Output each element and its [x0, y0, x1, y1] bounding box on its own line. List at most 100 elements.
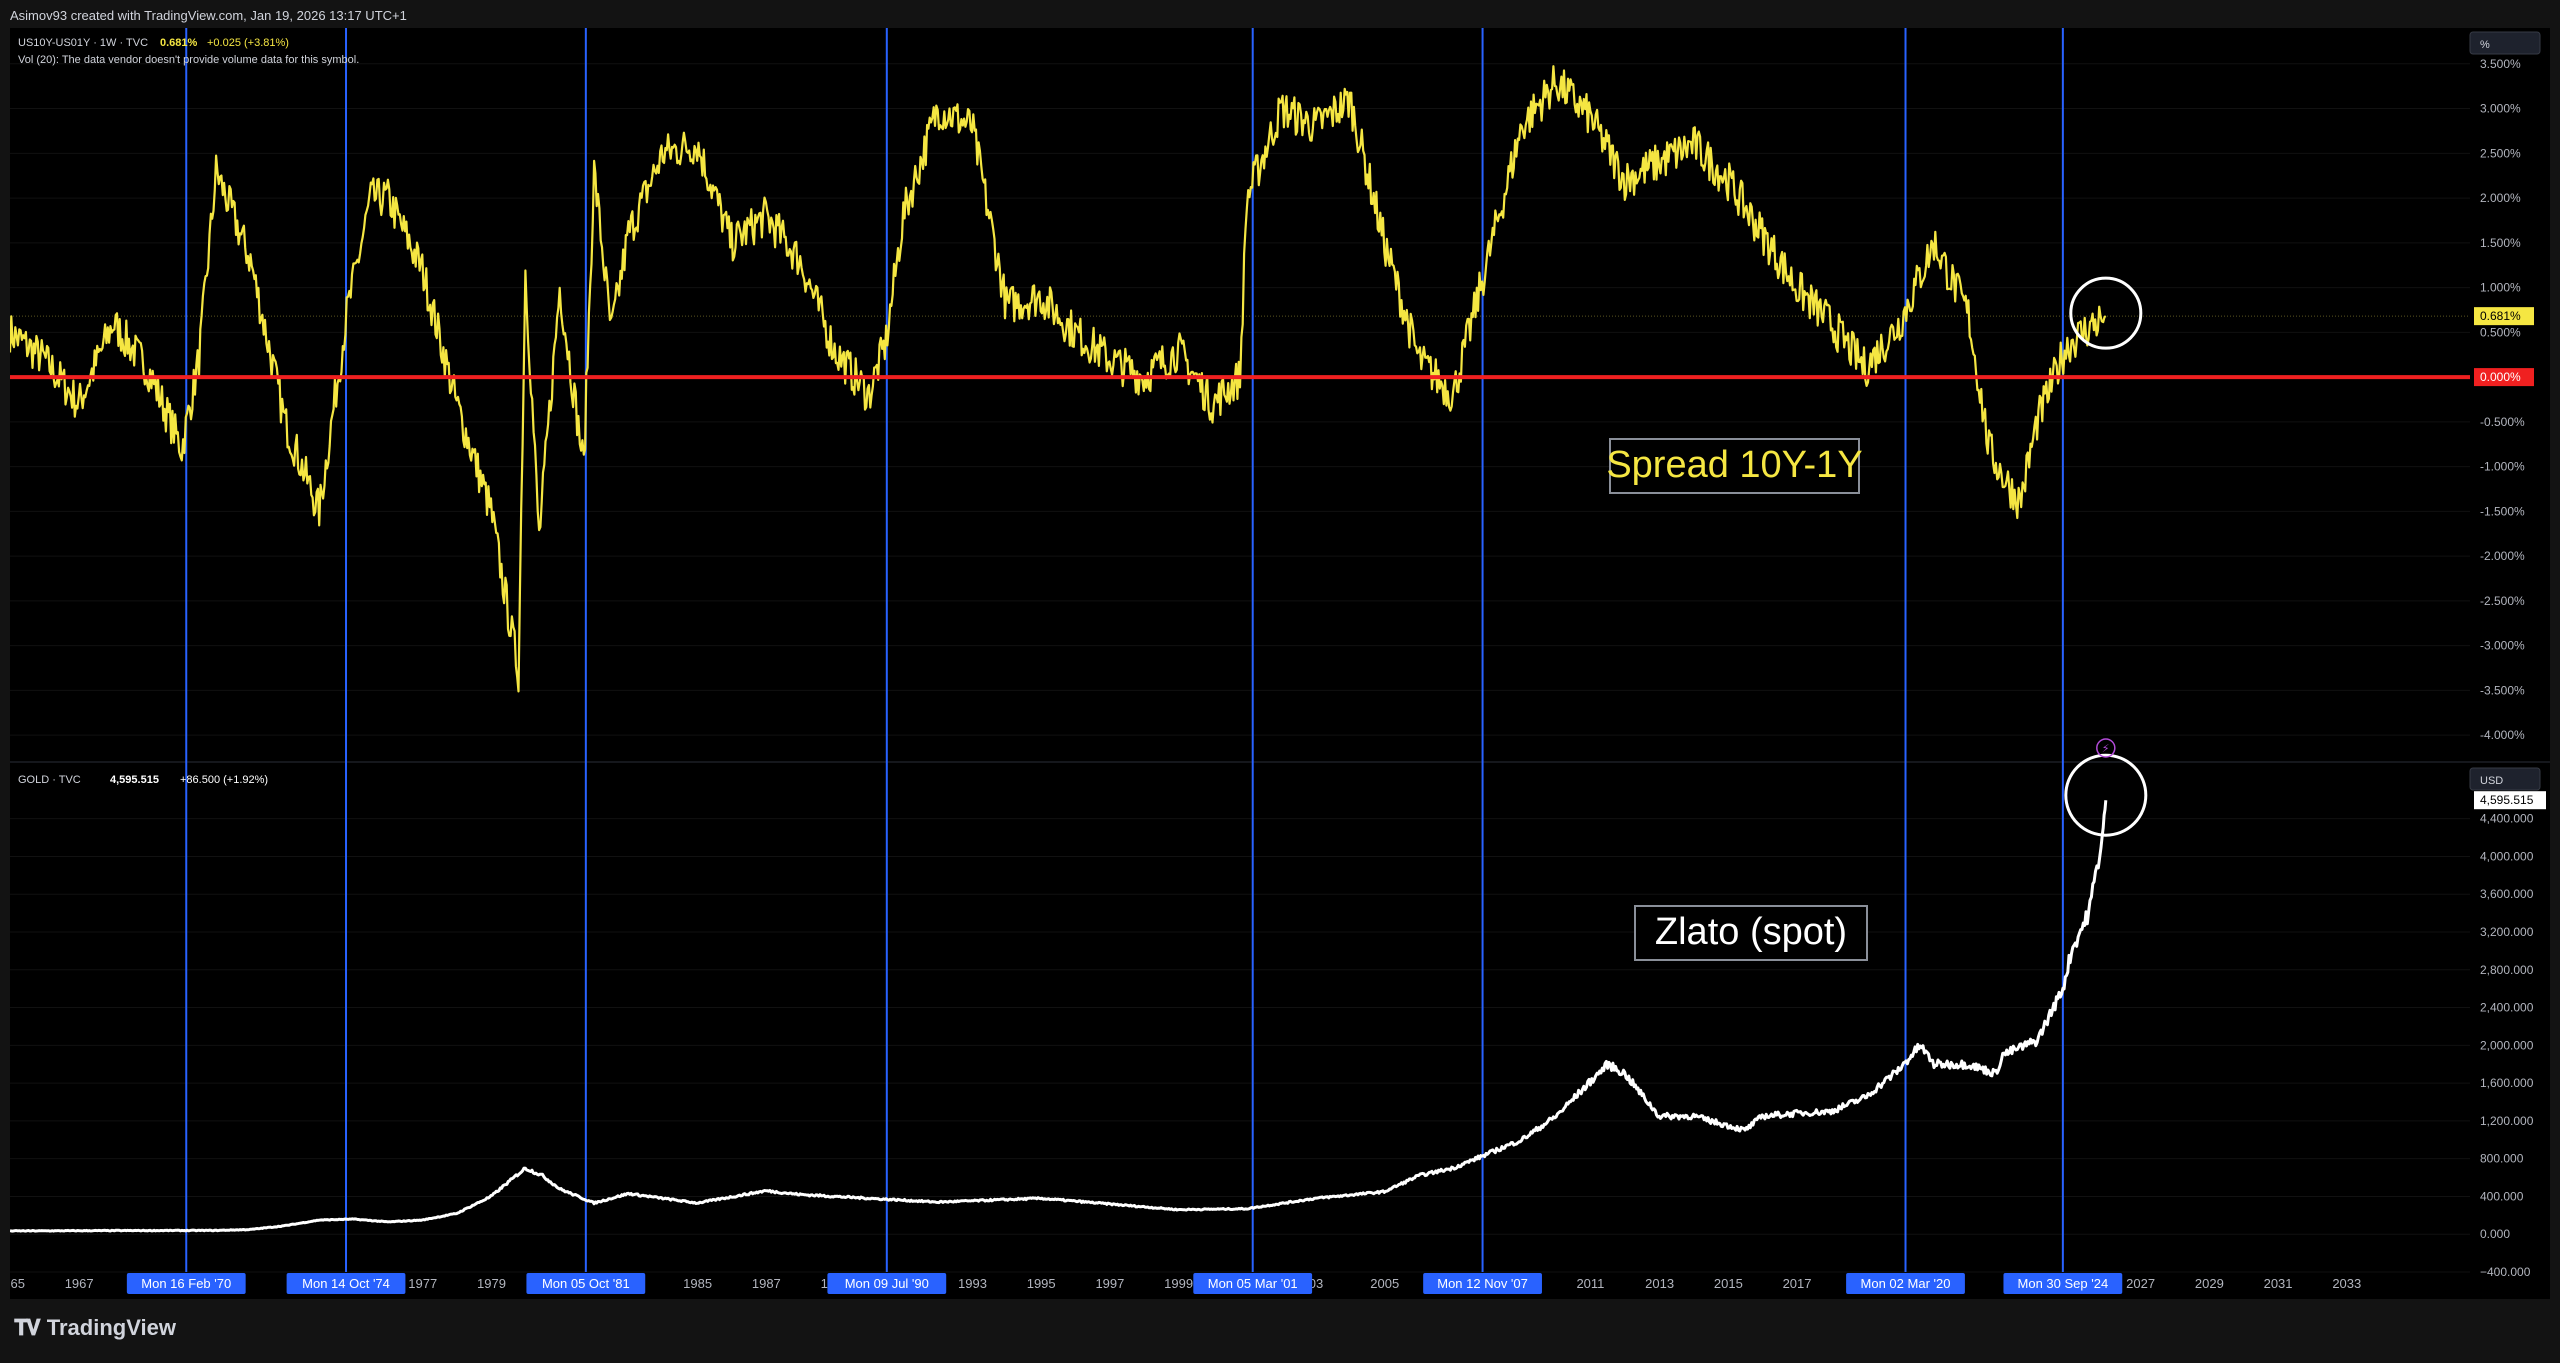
x-tick-label: 1993 — [958, 1276, 987, 1291]
bottom-legend-change: +86.500 (+1.92%) — [180, 774, 268, 786]
series-layer — [10, 65, 2108, 1233]
vertical-markers — [185, 28, 2064, 1272]
date-marker-label: Mon 12 Nov '07 — [1437, 1276, 1528, 1291]
lightning-alert-icon[interactable] — [2096, 738, 2116, 758]
brand-name: TradingView — [46, 1315, 176, 1340]
highlight-circle-gold — [2064, 753, 2148, 837]
x-tick-label: 1979 — [477, 1276, 506, 1291]
y-tick-label-spread: -0.500% — [2480, 415, 2525, 429]
top-legend-value: 0.681% — [160, 37, 198, 49]
tradingview-logo-icon: 𝐓𝐕 — [14, 1315, 41, 1341]
grid-layer — [10, 63, 2470, 1273]
x-tick-label: 1997 — [1095, 1276, 1124, 1291]
date-marker-label: Mon 05 Mar '01 — [1208, 1276, 1298, 1291]
tradingview-logo[interactable]: 𝐓𝐕 TradingView — [14, 1315, 176, 1341]
y-tick-label-spread: -3.500% — [2480, 683, 2525, 697]
y-tick-label-spread: -1.500% — [2480, 504, 2525, 518]
x-tick-label: 2029 — [2195, 1276, 2224, 1291]
y-tick-label-spread: 3.500% — [2480, 57, 2521, 71]
y-tick-label-spread: -2.000% — [2480, 549, 2525, 563]
x-tick-label: 1987 — [752, 1276, 781, 1291]
y-tick-label-gold: 1,600.000 — [2480, 1076, 2534, 1090]
date-marker-badge[interactable] — [2003, 1273, 2123, 1294]
zero-value-label: 0.000% — [2480, 370, 2521, 384]
date-marker-badge[interactable] — [1193, 1273, 1313, 1294]
percent-scale-label: % — [2480, 39, 2490, 51]
y-tick-label-spread: 1.500% — [2480, 236, 2521, 250]
chart-background — [10, 28, 2550, 1299]
chart-frame[interactable]: ⚡ Spread 10Y-1Y Zlato (spot) 3.500% 3.000% 2… — [10, 28, 2550, 1299]
annotation-layer: ⚡ Spread 10Y-1Y Zlato (spot) — [10, 276, 2470, 961]
date-marker-label: Mon 05 Oct '81 — [542, 1276, 630, 1291]
x-tick-label: 2033 — [2332, 1276, 2361, 1291]
y-tick-label-spread: 2.500% — [2480, 146, 2521, 160]
date-marker-badge[interactable] — [526, 1273, 646, 1294]
percent-scale-button[interactable] — [2469, 31, 2541, 55]
chart-svg[interactable]: ⚡ Spread 10Y-1Y Zlato (spot) 3.500% 3.000% 2… — [10, 28, 2550, 1299]
x-tick-label: 1999 — [1164, 1276, 1193, 1291]
gold-annotation-box[interactable] — [1634, 905, 1868, 961]
bottom-legend-symbol[interactable]: GOLD · TVC — [18, 774, 81, 786]
highlight-circle-spread — [2069, 276, 2143, 350]
date-marker-badge[interactable] — [286, 1273, 406, 1294]
date-marker-badge[interactable] — [126, 1273, 246, 1294]
y-tick-label-spread: -4.000% — [2480, 728, 2525, 742]
y-tick-label-spread: -1.000% — [2480, 460, 2525, 474]
date-marker-label: Mon 02 Mar '20 — [1861, 1276, 1951, 1291]
date-marker-badge[interactable] — [1423, 1273, 1542, 1294]
zero-value-badge — [2474, 368, 2534, 387]
date-marker-label: Mon 09 Jul '90 — [845, 1276, 929, 1291]
x-tick-label: 1995 — [1027, 1276, 1056, 1291]
y-tick-label-spread: 0.500% — [2480, 325, 2521, 339]
y-tick-label-spread: 2.000% — [2480, 191, 2521, 205]
y-tick-label-gold: 1,200.000 — [2480, 1114, 2534, 1128]
chart-caption: Asimov93 created with TradingView.com, J… — [10, 8, 407, 23]
gold-value-badge — [2474, 791, 2546, 810]
x-tick-label: 2017 — [1783, 1276, 1812, 1291]
current-value-label: 0.681% — [2480, 309, 2521, 323]
date-marker-label: Mon 14 Oct '74 — [302, 1276, 390, 1291]
currency-button[interactable] — [2469, 767, 2541, 791]
y-tick-label-gold: 400.000 — [2480, 1189, 2524, 1203]
y-tick-label-gold: 4,000.000 — [2480, 849, 2534, 863]
axis-layer: 3.500% 3.000% 2.500% 2.000% 1.500% 1.000% 0.50… — [10, 57, 2546, 1294]
y-tick-label-gold: 0.000 — [2480, 1227, 2510, 1241]
x-tick-label: 1967 — [65, 1276, 94, 1291]
y-tick-label-spread: 1.000% — [2480, 281, 2521, 295]
lightning-alert-glyph: ⚡ — [2102, 743, 2110, 755]
y-tick-label-gold: 3,600.000 — [2480, 887, 2534, 901]
gold-annotation-text: Zlato (spot) — [1655, 911, 1847, 953]
x-tick-label: 1965 — [10, 1276, 25, 1291]
y-tick-label-gold: 800.000 — [2480, 1152, 2524, 1166]
y-tick-label-gold: 2,400.000 — [2480, 1001, 2534, 1015]
y-tick-label-gold: 2,800.000 — [2480, 963, 2534, 977]
currency-label: USD — [2480, 775, 2503, 787]
top-legend-symbol[interactable]: US10Y-US01Y · 1W · TVC — [18, 37, 148, 49]
date-marker-label: Mon 16 Feb '70 — [141, 1276, 231, 1291]
x-tick-label: 1977 — [408, 1276, 437, 1291]
x-tick-label: 2027 — [2126, 1276, 2155, 1291]
series-line-spread — [10, 65, 2107, 693]
gold-value-label: 4,595.515 — [2480, 793, 2534, 807]
series-line-gold — [10, 800, 2108, 1233]
spread-annotation-text: Spread 10Y-1Y — [1606, 444, 1862, 486]
x-tick-label: 2013 — [1645, 1276, 1674, 1291]
x-tick-label: 2005 — [1370, 1276, 1399, 1291]
x-tick-label: 2031 — [2264, 1276, 2293, 1291]
bottom-legend-value: 4,595.515 — [110, 774, 159, 786]
date-marker-badge[interactable] — [827, 1273, 947, 1294]
y-tick-label-spread: -2.500% — [2480, 594, 2525, 608]
current-value-badge — [2474, 307, 2534, 326]
y-tick-label-spread: -3.000% — [2480, 639, 2525, 653]
date-marker-label: Mon 30 Sep '24 — [2018, 1276, 2109, 1291]
date-marker-badge[interactable] — [1846, 1273, 1965, 1294]
footer: 𝐓𝐕 TradingView — [0, 1299, 2560, 1363]
volume-note: Vol (20): The data vendor doesn't provid… — [18, 54, 359, 66]
x-tick-label: 2011 — [1576, 1276, 1604, 1291]
x-tick-label: 1985 — [683, 1276, 712, 1291]
y-tick-label-gold: 3,200.000 — [2480, 925, 2534, 939]
x-tick-label: 2015 — [1714, 1276, 1743, 1291]
y-tick-label-gold: 4,400.000 — [2480, 812, 2534, 826]
y-tick-label-spread: 3.000% — [2480, 102, 2521, 116]
spread-annotation-box[interactable] — [1609, 438, 1860, 494]
